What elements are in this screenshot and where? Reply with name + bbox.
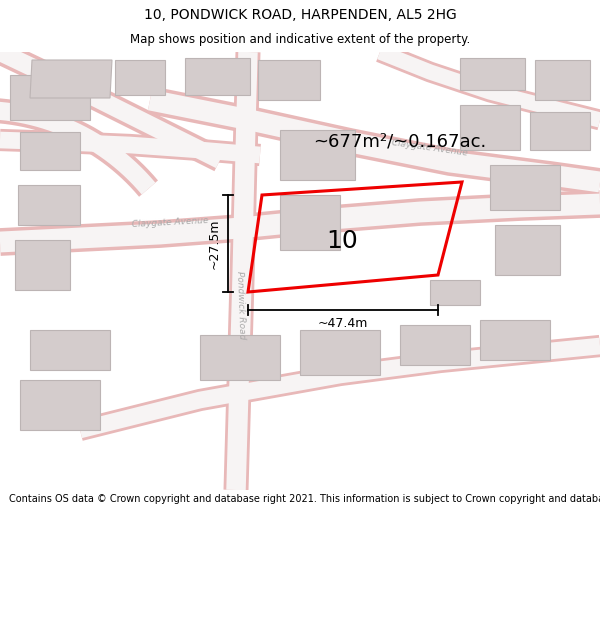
- Text: 10, PONDWICK ROAD, HARPENDEN, AL5 2HG: 10, PONDWICK ROAD, HARPENDEN, AL5 2HG: [143, 8, 457, 21]
- Polygon shape: [280, 195, 340, 250]
- Polygon shape: [300, 330, 380, 375]
- Polygon shape: [200, 335, 280, 380]
- Text: Pondwick Road: Pondwick Road: [235, 271, 247, 339]
- Polygon shape: [20, 380, 100, 430]
- Polygon shape: [400, 325, 470, 365]
- Polygon shape: [535, 60, 590, 100]
- Polygon shape: [490, 165, 560, 210]
- Polygon shape: [30, 330, 110, 370]
- Polygon shape: [15, 240, 70, 290]
- Text: ~47.4m: ~47.4m: [318, 317, 368, 330]
- Polygon shape: [495, 225, 560, 275]
- Polygon shape: [280, 130, 355, 180]
- Text: Claygate Avenue: Claygate Avenue: [391, 138, 469, 158]
- Polygon shape: [30, 60, 112, 98]
- Polygon shape: [185, 58, 250, 95]
- Text: Claygate Avenue: Claygate Avenue: [131, 216, 209, 229]
- Polygon shape: [460, 105, 520, 150]
- Text: ~677m²/~0.167ac.: ~677m²/~0.167ac.: [313, 132, 487, 150]
- Polygon shape: [115, 60, 165, 95]
- Text: Map shows position and indicative extent of the property.: Map shows position and indicative extent…: [130, 32, 470, 46]
- Polygon shape: [480, 320, 550, 360]
- Text: Contains OS data © Crown copyright and database right 2021. This information is : Contains OS data © Crown copyright and d…: [9, 494, 600, 504]
- Polygon shape: [430, 280, 480, 305]
- Text: ~27.5m: ~27.5m: [208, 218, 221, 269]
- Polygon shape: [20, 132, 80, 170]
- Polygon shape: [530, 112, 590, 150]
- Polygon shape: [18, 185, 80, 225]
- Text: 10: 10: [326, 229, 358, 253]
- Polygon shape: [10, 75, 90, 120]
- Polygon shape: [460, 58, 525, 90]
- Polygon shape: [258, 60, 320, 100]
